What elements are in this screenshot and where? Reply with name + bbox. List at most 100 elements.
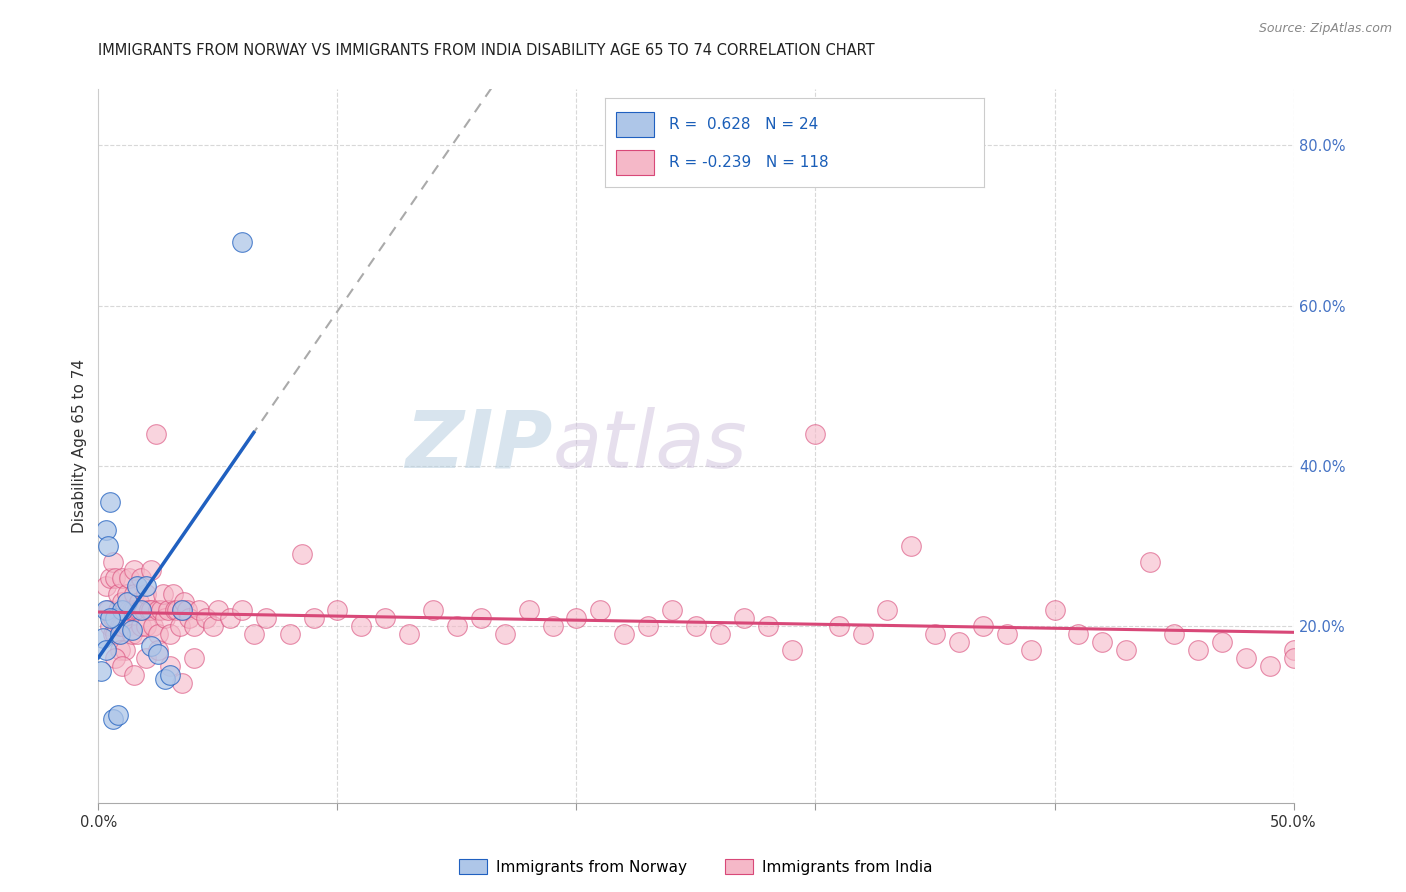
Point (111, 595, 134, 609)
Point (135, 587, 157, 601)
Point (139, 563, 162, 577)
Point (135, 579, 157, 593)
Point (173, 595, 195, 609)
Text: atlas: atlas (553, 407, 748, 485)
Point (132, 603, 155, 617)
Point (780, 643, 803, 657)
Point (1043, 603, 1066, 617)
Point (162, 587, 184, 601)
Point (107, 707, 129, 722)
Point (104, 611, 127, 625)
Y-axis label: Disability Age 65 to 74: Disability Age 65 to 74 (72, 359, 87, 533)
Point (107, 587, 129, 601)
Point (131, 619, 153, 633)
Point (142, 619, 165, 633)
Point (637, 619, 659, 633)
Point (121, 627, 143, 641)
Point (446, 619, 468, 633)
Point (159, 667, 181, 681)
Point (1282, 651, 1305, 665)
Point (98, 619, 122, 633)
Point (278, 627, 301, 641)
Point (148, 648, 170, 662)
Point (131, 603, 153, 617)
Point (108, 627, 131, 641)
Point (374, 611, 396, 625)
Point (972, 619, 994, 633)
Point (138, 603, 160, 617)
Point (94, 603, 117, 617)
Point (114, 643, 136, 657)
Text: Source: ZipAtlas.com: Source: ZipAtlas.com (1258, 22, 1392, 36)
Point (101, 555, 124, 569)
Point (98, 611, 122, 625)
Point (128, 595, 150, 609)
Point (1258, 659, 1281, 673)
Point (470, 611, 492, 625)
Point (155, 611, 177, 625)
Point (422, 603, 444, 617)
Point (145, 427, 167, 442)
Point (121, 603, 143, 617)
Point (207, 603, 229, 617)
Point (517, 603, 540, 617)
Point (98, 571, 122, 585)
Point (111, 603, 134, 617)
Point (124, 563, 146, 577)
Point (104, 651, 127, 665)
Point (804, 427, 827, 442)
Point (108, 643, 131, 657)
Point (231, 235, 253, 249)
Point (104, 627, 127, 641)
Point (1067, 627, 1090, 641)
Point (152, 587, 174, 601)
Point (108, 619, 131, 633)
Point (163, 603, 186, 617)
Point (565, 611, 588, 625)
Point (148, 603, 170, 617)
Text: R = -0.239   N = 118: R = -0.239 N = 118 (669, 155, 828, 169)
Point (159, 659, 181, 673)
Point (131, 571, 153, 585)
Point (172, 675, 194, 690)
Point (115, 595, 138, 609)
Point (114, 603, 136, 617)
Point (139, 640, 162, 654)
Point (94, 523, 117, 537)
Point (97, 603, 120, 617)
Point (98, 495, 122, 509)
Point (172, 603, 194, 617)
Point (118, 603, 141, 617)
Point (350, 619, 373, 633)
Point (948, 635, 970, 649)
Point (709, 627, 731, 641)
Point (121, 624, 143, 638)
Point (135, 619, 157, 633)
Point (302, 611, 325, 625)
Point (149, 603, 172, 617)
Point (1115, 643, 1137, 657)
Point (756, 619, 779, 633)
Point (1187, 643, 1209, 657)
Point (125, 603, 148, 617)
Point (254, 611, 277, 625)
Point (1163, 627, 1185, 641)
FancyBboxPatch shape (616, 150, 654, 175)
FancyBboxPatch shape (616, 112, 654, 137)
Point (876, 603, 898, 617)
Point (148, 627, 170, 641)
Point (1019, 643, 1042, 657)
Point (101, 627, 124, 641)
Point (194, 611, 218, 625)
Point (183, 651, 205, 665)
Point (202, 619, 225, 633)
Point (183, 619, 205, 633)
Point (1139, 555, 1161, 569)
Point (125, 627, 148, 641)
Point (128, 603, 150, 617)
Point (97, 539, 120, 553)
Point (398, 627, 420, 641)
Point (124, 667, 146, 681)
Point (156, 603, 179, 617)
Point (494, 627, 516, 641)
